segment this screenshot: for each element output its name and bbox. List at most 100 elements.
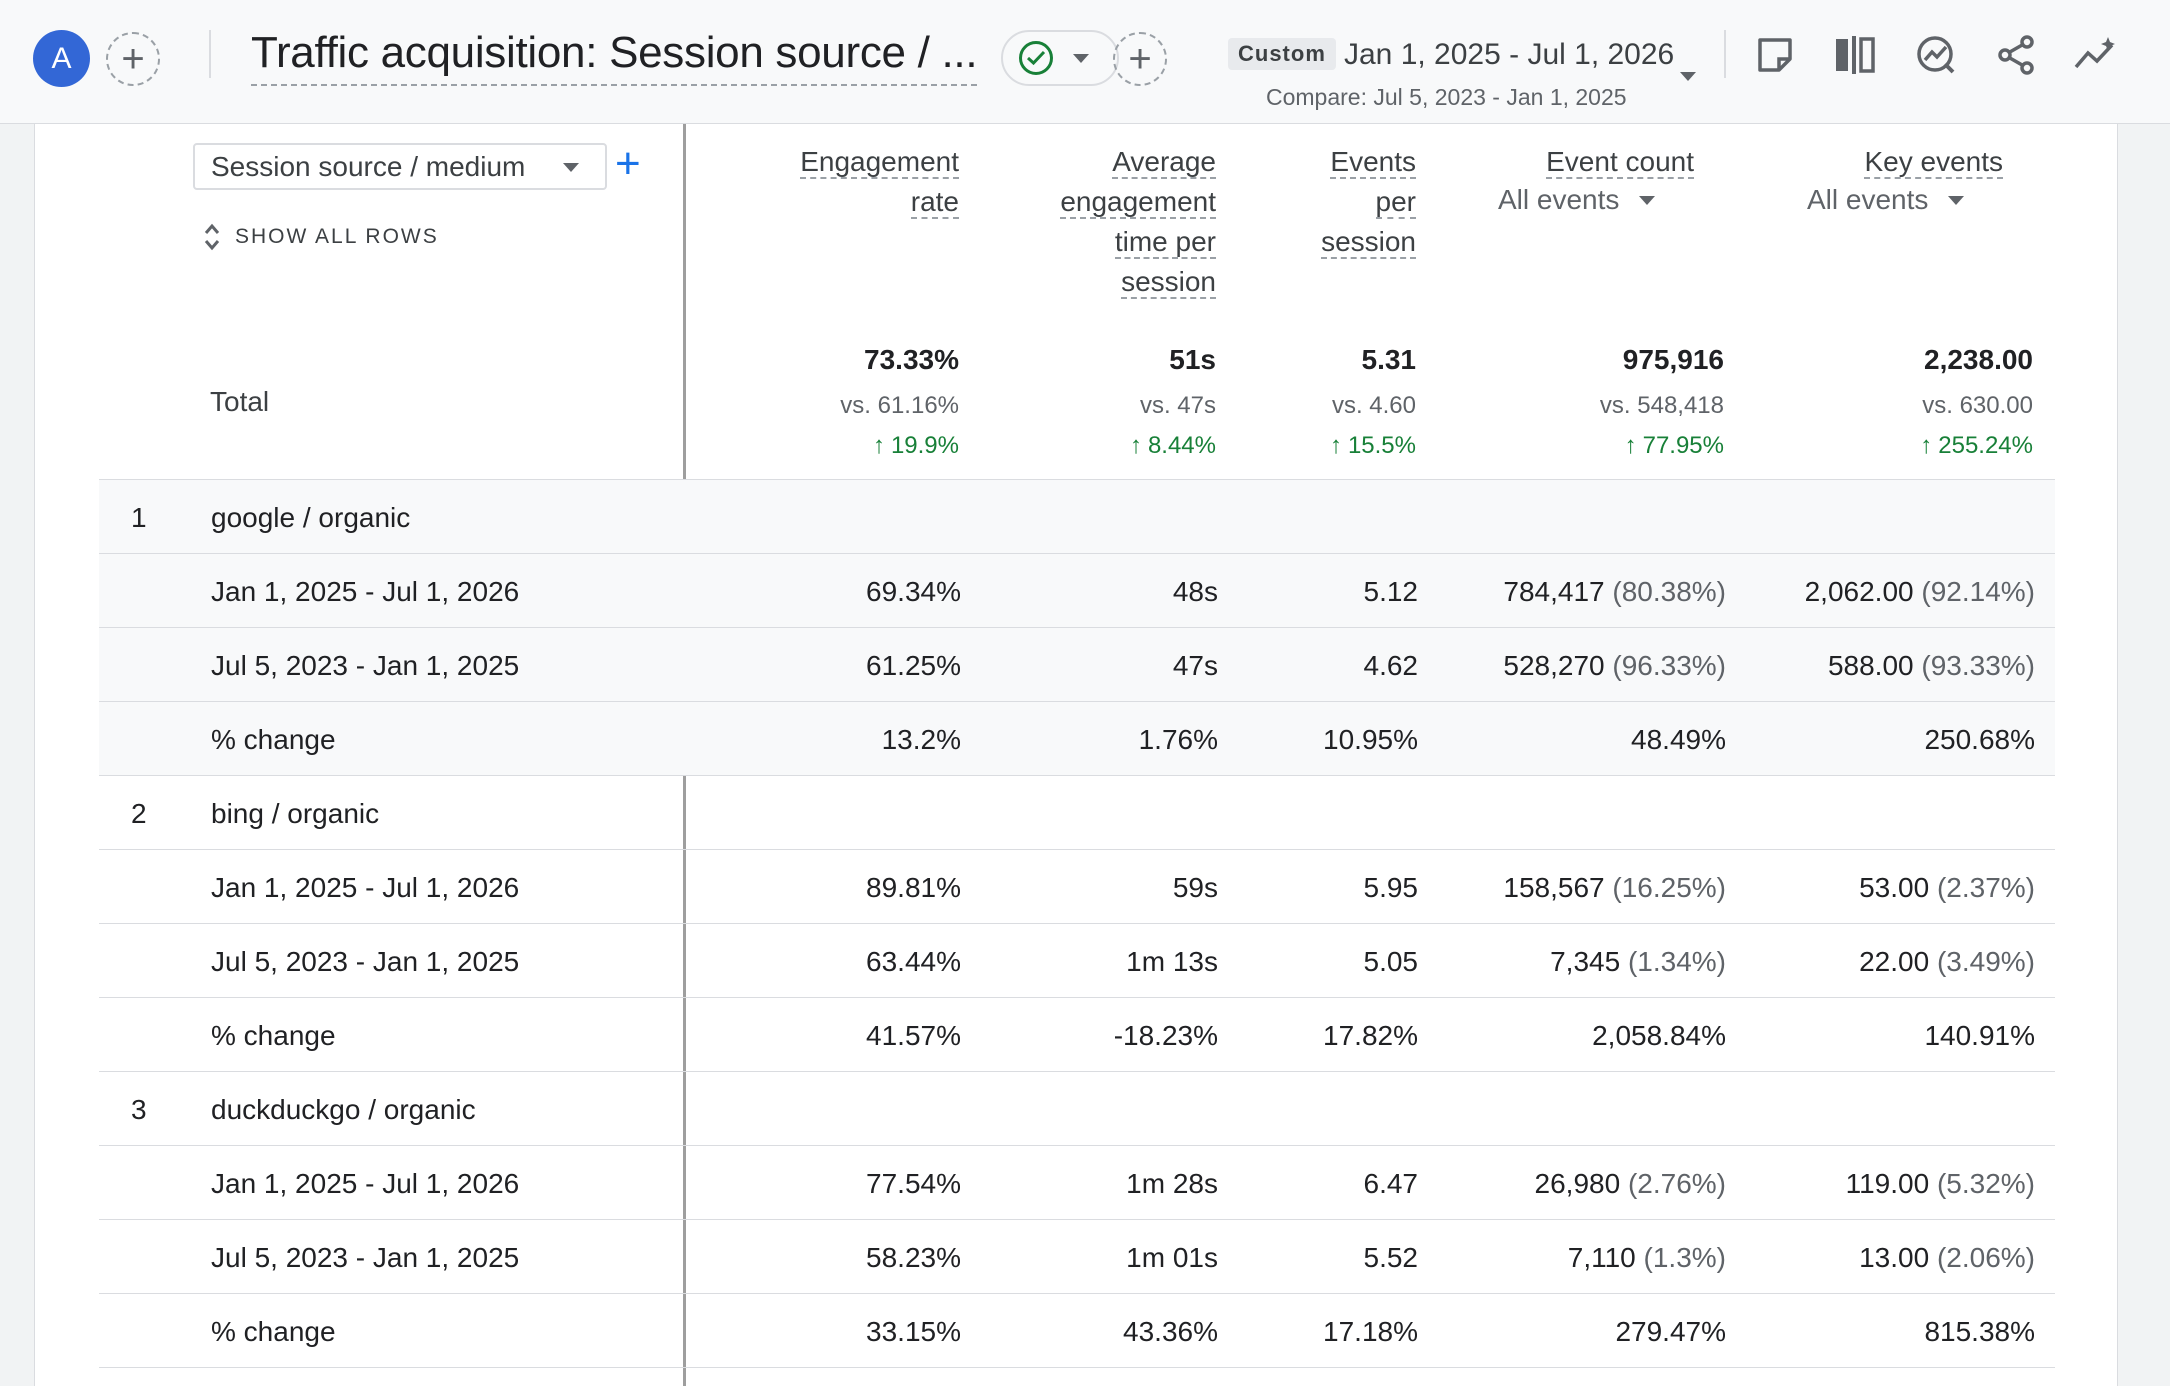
- add-comparison-button[interactable]: +: [106, 32, 160, 86]
- table-cell: 7,345 (1.34%): [1550, 946, 1726, 977]
- date-range[interactable]: Jan 1, 2025 - Jul 1, 2026: [1344, 38, 1675, 71]
- table-row[interactable]: Jan 1, 2025 - Jul 1, 2026 77.54% 1m 28s …: [99, 1146, 2055, 1220]
- compare-range[interactable]: Compare: Jul 5, 2023 - Jan 1, 2025: [1266, 84, 1627, 110]
- col-header-event-count[interactable]: Event count: [1546, 146, 1694, 179]
- table-cell: 1m 01s: [1126, 1242, 1218, 1273]
- row-dimension-label: duckduckgo / organic: [211, 1094, 476, 1125]
- total-cell-event-count: 975,916 vs. 548,418 ↑ 77.95%: [1599, 344, 1724, 459]
- table-cell: 1.76%: [1138, 724, 1218, 755]
- row-date-label: Jul 5, 2023 - Jan 1, 2025: [211, 1242, 520, 1273]
- plus-icon: +: [1128, 37, 1152, 81]
- table-cell: 61.25%: [866, 650, 961, 681]
- col-header-avg-engagement-time[interactable]: Average engagement time per session: [1060, 146, 1216, 299]
- col-header-key-events[interactable]: Key events: [1864, 146, 2003, 179]
- show-all-rows-button[interactable]: SHOW ALL ROWS: [203, 222, 439, 252]
- arrow-up-icon: ↑: [872, 432, 885, 459]
- note-icon[interactable]: [1752, 32, 1798, 78]
- arrow-up-icon: ↑: [1129, 432, 1142, 459]
- col-header-engagement-rate[interactable]: Engagement rate: [800, 146, 959, 219]
- report-status-dropdown[interactable]: [1001, 30, 1119, 86]
- row-change-label: % change: [211, 1020, 336, 1051]
- account-avatar[interactable]: A: [33, 30, 90, 87]
- table-cell: 6.47: [1363, 1168, 1419, 1199]
- arrow-up-icon: ↑: [1329, 432, 1342, 459]
- date-dropdown-caret-icon[interactable]: [1680, 72, 1696, 81]
- row-number: 2: [131, 798, 147, 829]
- compare-columns-icon[interactable]: [1832, 32, 1878, 78]
- chevron-down-icon: [563, 163, 579, 172]
- table-row[interactable]: Jan 1, 2025 - Jul 1, 2026 69.34% 48s 5.1…: [99, 554, 2055, 628]
- table-cell: 41.57%: [866, 1020, 961, 1051]
- insights-icon[interactable]: [1913, 32, 1959, 78]
- table-body: 1 google / organic Jan 1, 2025 - Jul 1, …: [99, 479, 2055, 1368]
- table-cell: 5.12: [1363, 576, 1419, 607]
- header-divider: [209, 30, 211, 78]
- table-cell: 59s: [1172, 872, 1218, 903]
- total-cell-avg-engagement-time: 51s vs. 47s ↑ 8.44%: [1129, 344, 1216, 459]
- col-header-events-per-session[interactable]: Events per session: [1321, 146, 1416, 259]
- total-cell-events-per-session: 5.31 vs. 4.60 ↑ 15.5%: [1329, 344, 1416, 459]
- total-cell-key-events: 2,238.00 vs. 630.00 ↑ 255.24%: [1920, 344, 2033, 459]
- table-cell: 2,062.00 (92.14%): [1804, 576, 2035, 607]
- report-title[interactable]: Traffic acquisition: Session source / ..…: [251, 28, 978, 86]
- chevron-down-icon: [1073, 53, 1089, 63]
- table-cell: 140.91%: [1924, 1020, 2035, 1051]
- table-cell: 53.00 (2.37%): [1859, 872, 2035, 903]
- arrow-up-icon: ↑: [1624, 432, 1637, 459]
- add-filter-button[interactable]: +: [1113, 32, 1167, 86]
- table-cell: 22.00 (3.49%): [1859, 946, 2035, 977]
- table-cell: 63.44%: [866, 946, 961, 977]
- total-cell-engagement-rate: 73.33% vs. 61.16% ↑ 19.9%: [840, 344, 959, 459]
- table-cell: 77.54%: [866, 1168, 961, 1199]
- table-row[interactable]: Jul 5, 2023 - Jan 1, 2025 61.25% 47s 4.6…: [99, 628, 2055, 702]
- row-date-label: Jan 1, 2025 - Jul 1, 2026: [211, 1168, 520, 1199]
- dimension-select[interactable]: Session source / medium: [193, 143, 607, 190]
- table-cell: 47s: [1172, 650, 1218, 681]
- table-cell: 48s: [1172, 576, 1218, 607]
- dimension-select-value: Session source / medium: [211, 150, 526, 182]
- table-cell: 17.18%: [1323, 1316, 1418, 1347]
- table-row[interactable]: % change 41.57% -18.23% 17.82% 2,058.84%…: [99, 998, 2055, 1072]
- table-cell: 815.38%: [1924, 1316, 2035, 1347]
- table-row[interactable]: 3 duckduckgo / organic: [99, 1072, 2055, 1146]
- table-cell: 26,980 (2.76%): [1534, 1168, 1726, 1199]
- trend-icon[interactable]: [2074, 32, 2120, 78]
- row-change-label: % change: [211, 1316, 336, 1347]
- table-cell: 1m 13s: [1126, 946, 1218, 977]
- row-number: 1: [131, 502, 147, 533]
- row-dimension-label: bing / organic: [211, 798, 380, 829]
- table-cell: 69.34%: [866, 576, 961, 607]
- table-row[interactable]: Jul 5, 2023 - Jan 1, 2025 63.44% 1m 13s …: [99, 924, 2055, 998]
- table-cell: 119.00 (5.32%): [1845, 1168, 2035, 1199]
- table-cell: 5.52: [1363, 1242, 1419, 1273]
- table-cell: 5.05: [1363, 946, 1419, 977]
- table-row[interactable]: % change 33.15% 43.36% 17.18% 279.47% 81…: [99, 1294, 2055, 1368]
- expand-rows-icon: [204, 223, 220, 251]
- table-row[interactable]: Jul 5, 2023 - Jan 1, 2025 58.23% 1m 01s …: [99, 1220, 2055, 1294]
- row-date-label: Jul 5, 2023 - Jan 1, 2025: [211, 650, 520, 681]
- row-change-label: % change: [211, 724, 336, 755]
- date-preset-chip[interactable]: Custom: [1228, 38, 1336, 70]
- table-cell: 279.47%: [1615, 1316, 1726, 1347]
- header-divider: [1724, 30, 1726, 78]
- table-cell: 48.49%: [1631, 724, 1726, 755]
- table-row[interactable]: 2 bing / organic: [99, 776, 2055, 850]
- total-label: Total: [210, 386, 270, 417]
- arrow-up-icon: ↑: [1920, 432, 1933, 459]
- table-cell: 250.68%: [1924, 724, 2035, 755]
- chevron-down-icon: [1639, 195, 1656, 205]
- check-circle-icon: [1019, 41, 1053, 75]
- add-dimension-button[interactable]: +: [615, 139, 641, 188]
- row-date-label: Jul 5, 2023 - Jan 1, 2025: [211, 946, 520, 977]
- table-row[interactable]: 1 google / organic: [99, 480, 2055, 554]
- share-icon[interactable]: [1993, 32, 2039, 78]
- event-count-filter-dropdown[interactable]: All events: [1498, 184, 1656, 216]
- table-cell: 2,058.84%: [1592, 1020, 1726, 1051]
- table-row[interactable]: % change 13.2% 1.76% 10.95% 48.49% 250.6…: [99, 702, 2055, 776]
- table-cell: 5.95: [1363, 872, 1419, 903]
- row-dimension-label: google / organic: [211, 502, 411, 533]
- table-cell: 58.23%: [866, 1242, 961, 1273]
- key-events-filter-dropdown[interactable]: All events: [1807, 184, 1965, 216]
- table-cell: 33.15%: [866, 1316, 961, 1347]
- table-row[interactable]: Jan 1, 2025 - Jul 1, 2026 89.81% 59s 5.9…: [99, 850, 2055, 924]
